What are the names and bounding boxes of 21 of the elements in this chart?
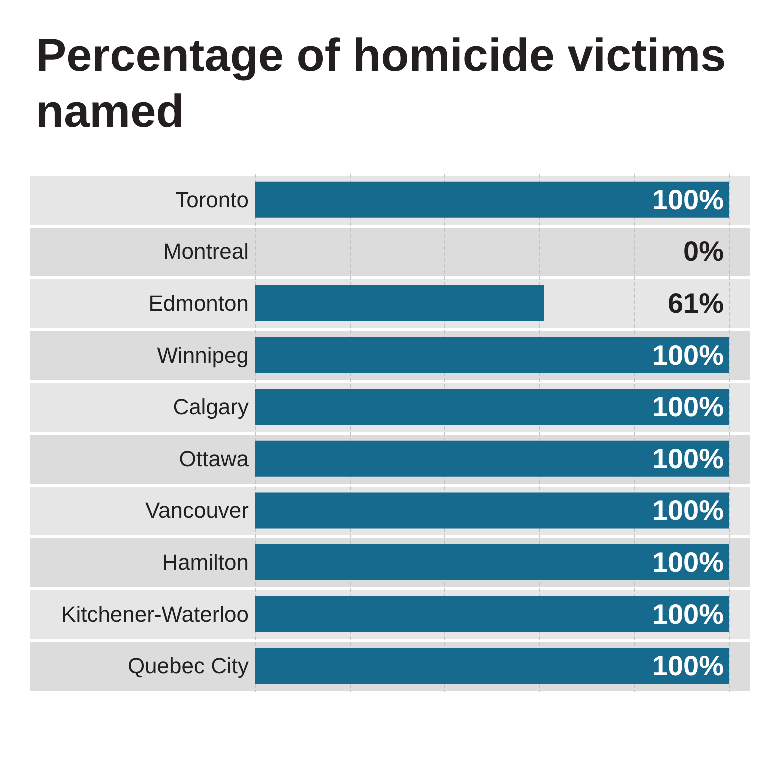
data-label: 100%	[652, 598, 724, 630]
data-label: 100%	[652, 184, 724, 216]
data-label: 100%	[652, 547, 724, 578]
y-tick-label: Montreal	[163, 239, 249, 264]
y-tick-label: Kitchener-Waterloo	[62, 602, 249, 627]
y-tick-label: Vancouver	[145, 498, 249, 524]
y-tick-label: Winnipeg	[157, 342, 249, 368]
chart-title: Percentage of homicide victims named	[36, 29, 740, 137]
y-tick-label: Calgary	[173, 394, 249, 420]
data-label: 0%	[684, 236, 724, 268]
data-label: 100%	[652, 340, 724, 371]
y-tick-label: Quebec City	[128, 654, 249, 679]
data-label: 100%	[652, 443, 724, 474]
data-label: 100%	[652, 495, 724, 526]
y-tick-label: Toronto	[176, 187, 249, 212]
y-tick-label: Edmonton	[148, 291, 249, 316]
y-tick-label: Hamilton	[162, 550, 249, 575]
data-label: 100%	[652, 650, 724, 682]
data-label: 61%	[668, 288, 724, 319]
y-tick-label: Ottawa	[179, 446, 250, 472]
data-label: 100%	[652, 392, 724, 423]
